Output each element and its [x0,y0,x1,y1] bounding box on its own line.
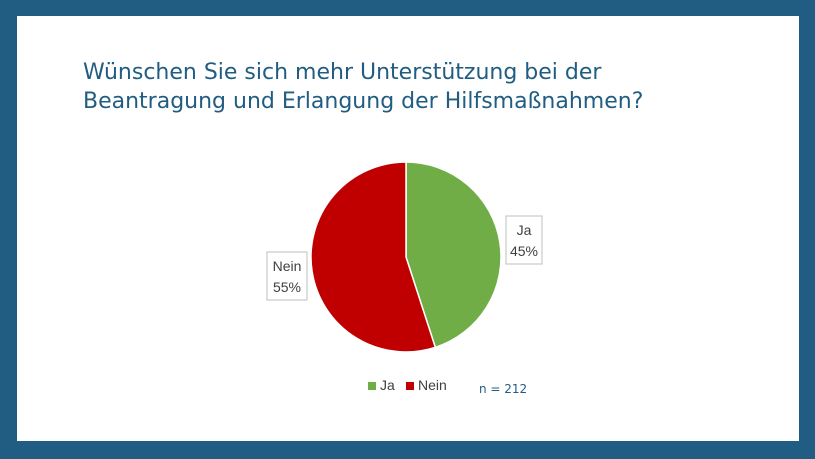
legend-swatch [368,382,376,390]
data-label-nein: Nein 55% [266,251,308,301]
legend-label: Nein [418,377,447,393]
data-label-ja: Ja 45% [505,215,543,265]
legend: Ja Nein [368,377,447,393]
pie-slice-ja [405,161,502,349]
legend-entry-ja: Ja [368,377,395,393]
sample-size-note: n = 212 [479,382,528,396]
legend-swatch [406,382,414,390]
slide-title: Wünschen Sie sich mehr Unterstützung bei… [83,58,723,116]
pie-slices [310,161,502,353]
data-label-box [266,251,308,301]
data-label-percent: 45% [510,243,538,259]
slide-title-line-1: Wünschen Sie sich mehr Unterstützung bei… [83,60,602,85]
legend-entry-nein: Nein [406,377,447,393]
data-label-category: Ja [517,222,532,238]
pie-slice-nein [310,161,437,353]
data-label-percent: 55% [273,279,301,295]
slide-title-line-2: Beantragung und Erlangung der Hilfsmaßna… [83,89,644,114]
data-label-category: Nein [273,258,302,274]
data-labels: Ja 45% Nein 55% [266,215,543,301]
pie-chart: Ja 45% Nein 55% Ja Nein [266,161,543,393]
data-label-box [505,215,543,265]
legend-label: Ja [380,377,395,393]
slide: Wünschen Sie sich mehr Unterstützung bei… [17,16,799,441]
